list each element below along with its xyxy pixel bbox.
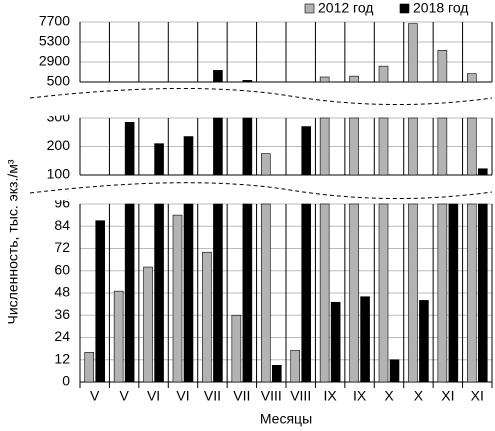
- bar: [242, 203, 253, 383]
- y-tick-label: 200: [47, 137, 71, 153]
- bar: [319, 117, 330, 176]
- y-axis-label: Численность, тыс. экз./м³: [5, 159, 21, 324]
- bar: [466, 117, 477, 176]
- y-tick-label: 48: [54, 284, 70, 300]
- bar: [437, 50, 448, 83]
- x-tick-label: VII: [233, 388, 250, 404]
- legend-swatch: [304, 3, 315, 14]
- bar: [183, 136, 194, 176]
- break-band: [30, 178, 492, 202]
- x-tick-label: V: [119, 388, 129, 404]
- bar: [408, 203, 418, 383]
- bar: [477, 168, 488, 176]
- bar: [360, 296, 370, 383]
- bar: [231, 314, 242, 383]
- bar: [419, 300, 429, 383]
- break-line: [29, 182, 493, 200]
- x-axis-label: Месяцы: [260, 411, 312, 427]
- bar: [213, 117, 223, 176]
- y-tick-label: 500: [47, 73, 71, 89]
- bar: [113, 290, 124, 383]
- bar: [349, 117, 359, 176]
- break-line: [29, 87, 493, 106]
- legend-swatch: [399, 3, 410, 14]
- bar: [154, 203, 164, 383]
- x-tick-label: VIII: [261, 388, 282, 404]
- bar: [378, 117, 389, 176]
- x-tick-label: V: [90, 388, 100, 404]
- x-tick-label: VI: [176, 388, 189, 404]
- bar: [448, 203, 459, 383]
- x-tick-label: VI: [147, 388, 160, 404]
- y-tick-label: 0: [62, 373, 70, 389]
- bar: [330, 301, 341, 383]
- axis-breaks: [29, 87, 493, 202]
- bar: [213, 203, 223, 383]
- bar: [319, 203, 330, 383]
- bar: [183, 203, 194, 383]
- x-tick-label: XI: [441, 388, 454, 404]
- bar: [389, 359, 400, 383]
- bar: [301, 126, 312, 176]
- bar: [290, 350, 301, 383]
- y-tick-label: 5300: [39, 33, 70, 49]
- bar: [477, 203, 488, 383]
- y-tick-label: 84: [54, 217, 70, 233]
- x-tick-label: XI: [471, 388, 484, 404]
- bar: [172, 214, 183, 383]
- bar: [466, 73, 477, 83]
- x-tick-label: VII: [204, 388, 221, 404]
- y-tick-label: 12: [54, 350, 70, 366]
- bar: [466, 203, 477, 383]
- bar: [301, 203, 312, 383]
- bar: [271, 365, 282, 383]
- bar: [408, 23, 418, 83]
- y-tick-label: 100: [47, 166, 71, 182]
- bar: [260, 203, 271, 383]
- bar: [378, 203, 389, 383]
- bar: [154, 143, 164, 176]
- bar: [95, 220, 106, 383]
- y-tick-label: 24: [54, 328, 70, 344]
- bar: [124, 121, 135, 176]
- bar: [378, 65, 389, 83]
- bar: [202, 251, 212, 383]
- x-tick-label: X: [414, 388, 424, 404]
- x-tick-label: VIII: [290, 388, 311, 404]
- y-tick-label: 60: [54, 261, 70, 277]
- bar: [319, 76, 330, 83]
- bar: [242, 80, 253, 83]
- bar: [143, 266, 153, 383]
- x-tick-label: IX: [353, 388, 367, 404]
- bar: [213, 70, 223, 83]
- bar: [242, 117, 253, 176]
- bar: [124, 203, 135, 383]
- y-tick-label: 7700: [39, 13, 70, 29]
- legend-label: 2018 год: [413, 0, 468, 16]
- legend-label: 2012 год: [318, 0, 373, 16]
- bar: [437, 117, 448, 176]
- bar: [84, 352, 95, 383]
- y-tick-label: 36: [54, 306, 70, 322]
- bar: [260, 153, 271, 176]
- y-tick-label: 2900: [39, 53, 70, 69]
- bar: [349, 203, 359, 383]
- x-tick-label: X: [384, 388, 394, 404]
- break-band: [30, 87, 492, 118]
- bar: [349, 75, 359, 83]
- x-tick-label: IX: [324, 388, 338, 404]
- bar: [437, 203, 448, 383]
- y-tick-label: 72: [54, 239, 70, 255]
- bar: [408, 117, 418, 176]
